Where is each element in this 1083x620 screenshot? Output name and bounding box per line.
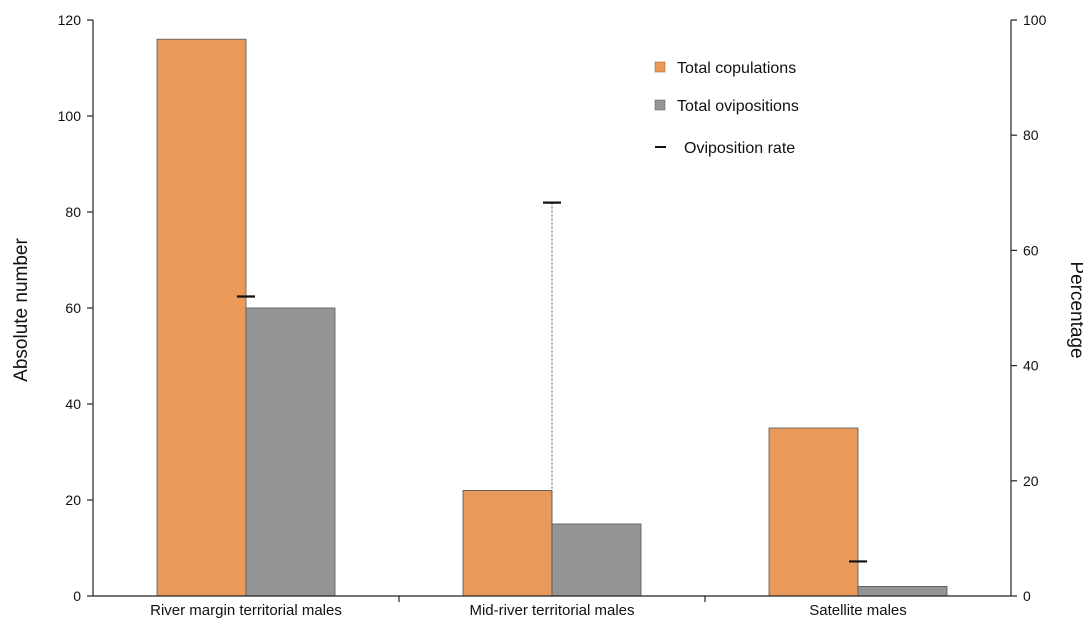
right-axis-ticks: 0 20 40 60 80 100	[1011, 12, 1047, 604]
bars	[156, 38, 948, 597]
right-axis-title: Percentage	[1066, 261, 1083, 358]
left-axis-ticks: 0 20 40 60 80 100 120	[58, 12, 93, 604]
legend: Total copulations Total ovipositions Ovi…	[654, 60, 799, 157]
category-label: Mid-river territorial males	[469, 602, 634, 619]
left-axis-title: Absolute number	[11, 238, 32, 382]
left-tick-label: 0	[73, 588, 81, 604]
right-tick-label: 40	[1023, 358, 1039, 374]
bar-total-copulations	[156, 38, 247, 597]
bar-total-ovipositions	[551, 523, 642, 597]
right-tick-label: 20	[1023, 473, 1039, 489]
oviposition-rate-markers	[237, 201, 867, 596]
left-tick-label: 20	[65, 492, 81, 508]
category-label: Satellite males	[809, 602, 907, 619]
right-tick-label: 100	[1023, 12, 1047, 28]
bar-total-copulations	[462, 489, 553, 597]
right-tick-label: 60	[1023, 242, 1039, 258]
left-tick-label: 80	[65, 204, 81, 220]
legend-swatch-total-copulations	[654, 61, 666, 73]
bar-total-copulations	[768, 427, 859, 597]
category-labels: River margin territorial males Mid-river …	[150, 596, 907, 619]
legend-label-total-copulations: Total copulations	[677, 60, 796, 77]
legend-swatch-total-ovipositions	[654, 99, 666, 111]
left-tick-label: 40	[65, 396, 81, 412]
legend-label-total-ovipositions: Total ovipositions	[677, 98, 799, 115]
legend-label-oviposition-rate: Oviposition rate	[684, 140, 795, 157]
left-tick-label: 100	[58, 108, 82, 124]
right-tick-label: 80	[1023, 127, 1039, 143]
left-tick-label: 60	[65, 300, 81, 316]
bar-total-ovipositions	[245, 307, 336, 597]
bar-total-ovipositions	[857, 586, 948, 597]
category-label: River margin territorial males	[150, 602, 342, 619]
right-tick-label: 0	[1023, 588, 1031, 604]
left-tick-label: 120	[58, 12, 82, 28]
